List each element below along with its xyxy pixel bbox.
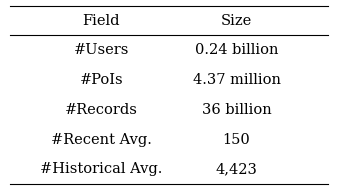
Text: Size: Size (221, 14, 252, 27)
Text: #Historical Avg.: #Historical Avg. (40, 162, 163, 176)
Text: Field: Field (83, 14, 120, 27)
Text: 150: 150 (223, 133, 250, 147)
Text: #Records: #Records (65, 103, 138, 117)
Text: #Recent Avg.: #Recent Avg. (51, 133, 152, 147)
Text: #PoIs: #PoIs (79, 73, 123, 87)
Text: 4.37 million: 4.37 million (193, 73, 281, 87)
Text: 4,423: 4,423 (216, 162, 258, 176)
Text: #Users: #Users (74, 43, 129, 57)
Text: 36 billion: 36 billion (202, 103, 271, 117)
Text: 0.24 billion: 0.24 billion (195, 43, 279, 57)
